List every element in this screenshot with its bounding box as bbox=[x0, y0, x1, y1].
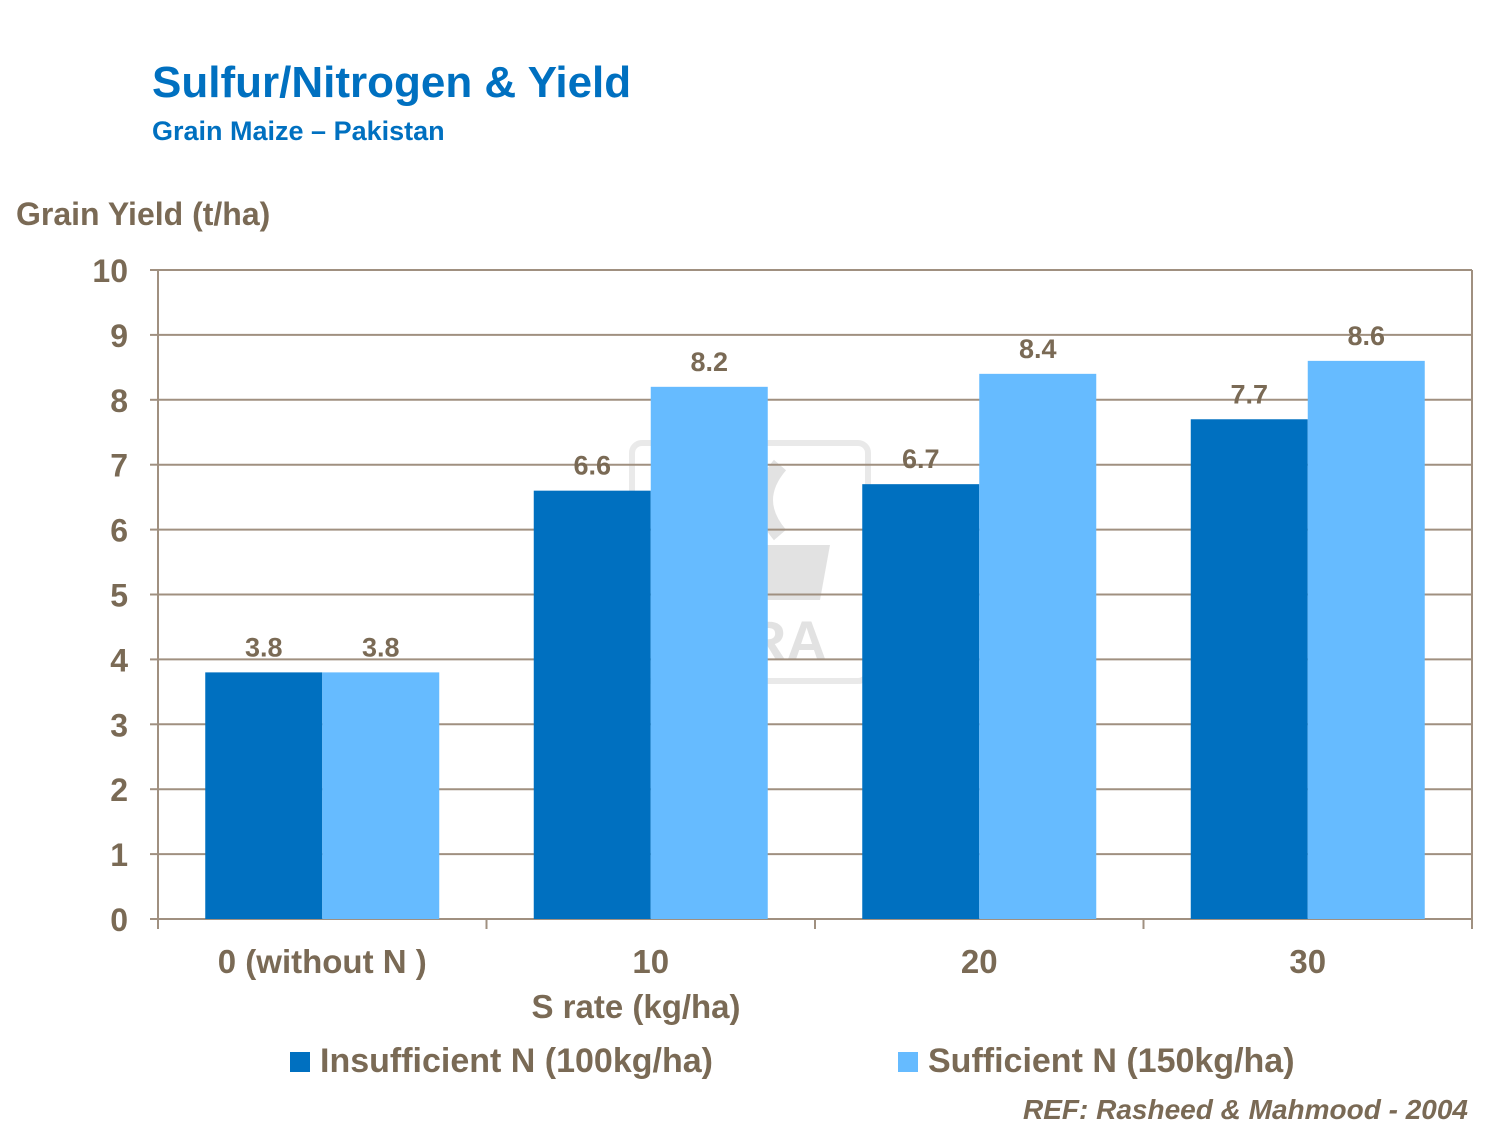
chart-title: Sulfur/Nitrogen & Yield bbox=[152, 58, 632, 107]
y-tick-label: 9 bbox=[110, 318, 128, 354]
data-label: 3.8 bbox=[245, 632, 283, 662]
legend-swatch-sufficient-n bbox=[898, 1051, 918, 1072]
y-tick-label: 1 bbox=[110, 837, 128, 873]
x-tick-label: 0 (without N ) bbox=[218, 943, 427, 980]
x-axis-label: S rate (kg/ha) bbox=[0, 988, 1500, 1026]
data-label: 7.7 bbox=[1230, 379, 1268, 409]
bar-insufficient-n bbox=[862, 484, 980, 919]
data-label: 6.6 bbox=[573, 451, 611, 481]
x-tick-label: 10 bbox=[632, 943, 669, 980]
data-label: 3.8 bbox=[362, 632, 400, 662]
legend: Insufficient N (100kg/ha) Sufficient N (… bbox=[0, 1042, 1500, 1086]
x-axis-label-text: S rate (kg/ha) bbox=[531, 988, 741, 1025]
bar-insufficient-n bbox=[1190, 419, 1308, 919]
bar-insufficient-n bbox=[533, 490, 651, 919]
data-label: 6.7 bbox=[902, 444, 940, 474]
y-tick-label: 10 bbox=[92, 253, 128, 289]
y-tick-label: 6 bbox=[110, 513, 128, 549]
x-tick-label: 30 bbox=[1289, 943, 1326, 980]
x-tick-label: 20 bbox=[961, 943, 998, 980]
legend-swatch-insufficient-n bbox=[290, 1051, 310, 1072]
legend-label-sufficient-n: Sufficient N (150kg/ha) bbox=[928, 1042, 1295, 1080]
y-tick-label: 8 bbox=[110, 383, 128, 419]
legend-item-sufficient-n: Sufficient N (150kg/ha) bbox=[898, 1042, 1295, 1081]
legend-item-insufficient-n: Insufficient N (100kg/ha) bbox=[290, 1042, 713, 1081]
y-tick-label: 2 bbox=[110, 772, 128, 808]
data-label: 8.4 bbox=[1019, 334, 1057, 364]
bar-sufficient-n bbox=[322, 672, 440, 919]
bar-sufficient-n bbox=[1307, 360, 1425, 919]
bar-insufficient-n bbox=[205, 672, 323, 919]
chart-subtitle: Grain Maize – Pakistan bbox=[152, 116, 445, 146]
bar-sufficient-n bbox=[979, 373, 1097, 920]
reference-note: REF: Rasheed & Mahmood - 2004 bbox=[1023, 1094, 1468, 1125]
data-label: 8.2 bbox=[690, 347, 728, 377]
y-axis-label: Grain Yield (t/ha) bbox=[16, 196, 271, 232]
data-label: 8.6 bbox=[1347, 321, 1385, 351]
bar-sufficient-n bbox=[650, 386, 768, 919]
legend-label-insufficient-n: Insufficient N (100kg/ha) bbox=[320, 1042, 713, 1080]
y-tick-label: 0 bbox=[110, 902, 128, 938]
y-tick-label: 7 bbox=[110, 448, 128, 484]
y-tick-label: 3 bbox=[110, 707, 128, 743]
y-tick-label: 4 bbox=[110, 642, 128, 678]
y-tick-label: 5 bbox=[110, 578, 128, 614]
